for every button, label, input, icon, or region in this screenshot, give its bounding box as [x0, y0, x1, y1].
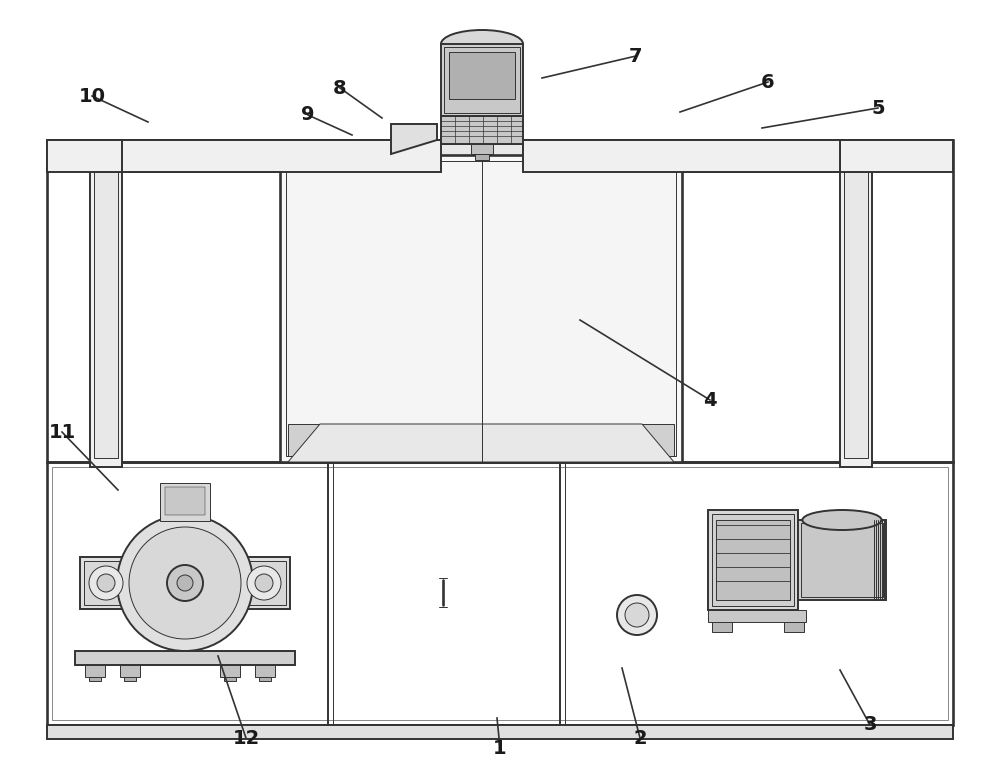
- Text: 4: 4: [703, 390, 717, 409]
- Circle shape: [177, 575, 193, 591]
- Bar: [280, 155, 682, 462]
- Polygon shape: [288, 424, 674, 462]
- Bar: [220, 665, 240, 677]
- Bar: [75, 651, 295, 665]
- Bar: [47, 725, 953, 739]
- Text: 12: 12: [232, 729, 260, 747]
- Text: 11: 11: [48, 423, 76, 441]
- Bar: [224, 677, 236, 681]
- Circle shape: [617, 595, 657, 635]
- Ellipse shape: [802, 510, 882, 530]
- Bar: [85, 665, 105, 677]
- Bar: [120, 665, 140, 677]
- Bar: [89, 677, 101, 681]
- Text: 1: 1: [493, 739, 507, 758]
- Text: 5: 5: [871, 98, 885, 117]
- Bar: [47, 462, 953, 725]
- Circle shape: [247, 566, 281, 600]
- Bar: [523, 140, 840, 172]
- Circle shape: [97, 574, 115, 592]
- Bar: [124, 677, 136, 681]
- Bar: [47, 140, 953, 462]
- Circle shape: [167, 565, 203, 601]
- Bar: [52, 467, 948, 720]
- Bar: [449, 52, 515, 99]
- Bar: [286, 161, 676, 456]
- Circle shape: [89, 566, 123, 600]
- Bar: [165, 487, 205, 515]
- Text: 3: 3: [863, 715, 877, 734]
- Bar: [840, 140, 872, 467]
- Bar: [798, 520, 886, 600]
- Bar: [441, 116, 523, 144]
- Bar: [844, 144, 868, 458]
- Bar: [94, 144, 868, 168]
- Bar: [160, 483, 210, 521]
- Bar: [47, 140, 122, 172]
- Bar: [716, 520, 790, 600]
- Bar: [238, 557, 290, 609]
- Bar: [80, 557, 132, 609]
- Bar: [94, 144, 118, 458]
- Circle shape: [255, 574, 273, 592]
- Bar: [471, 144, 493, 154]
- Text: 6: 6: [761, 73, 775, 91]
- Bar: [475, 154, 489, 160]
- Text: 9: 9: [301, 105, 315, 124]
- Bar: [801, 523, 883, 597]
- Bar: [242, 561, 286, 605]
- Bar: [708, 510, 798, 610]
- Bar: [444, 47, 520, 113]
- Circle shape: [625, 603, 649, 627]
- Bar: [840, 140, 953, 172]
- Polygon shape: [391, 124, 437, 154]
- Bar: [84, 561, 128, 605]
- Bar: [255, 665, 275, 677]
- Bar: [288, 424, 674, 456]
- Text: 7: 7: [629, 47, 643, 66]
- Circle shape: [129, 527, 241, 639]
- Bar: [122, 140, 441, 172]
- Bar: [90, 140, 872, 172]
- Ellipse shape: [441, 30, 523, 58]
- Bar: [90, 140, 122, 467]
- Bar: [712, 514, 794, 606]
- Bar: [259, 677, 271, 681]
- Circle shape: [117, 515, 253, 651]
- Text: 2: 2: [633, 729, 647, 747]
- Text: 8: 8: [333, 79, 347, 98]
- Bar: [441, 44, 523, 116]
- Text: 10: 10: [78, 87, 106, 105]
- Bar: [784, 622, 804, 632]
- Bar: [712, 622, 732, 632]
- Bar: [708, 610, 806, 622]
